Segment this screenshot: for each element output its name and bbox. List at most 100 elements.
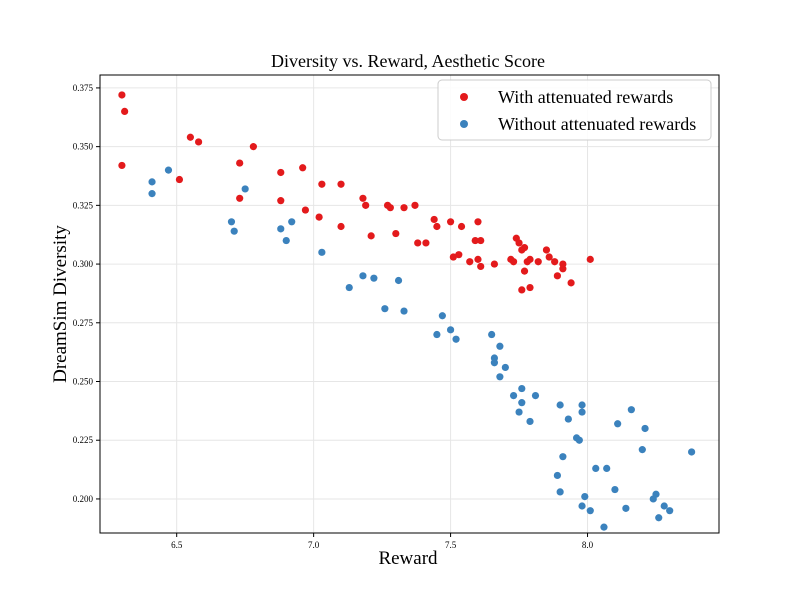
- data-point: [515, 239, 523, 247]
- data-point: [556, 488, 564, 496]
- data-point: [578, 408, 586, 416]
- data-point: [477, 236, 485, 245]
- data-point: [575, 436, 583, 444]
- data-point: [446, 326, 455, 334]
- y-tick-label: 0.200: [73, 494, 94, 504]
- data-point: [449, 253, 457, 261]
- data-point: [118, 91, 126, 99]
- data-point: [370, 274, 378, 282]
- x-tick-label: 8.0: [582, 540, 594, 550]
- data-point: [531, 392, 540, 400]
- data-point: [614, 420, 622, 428]
- data-point: [526, 255, 534, 263]
- data-point: [236, 194, 244, 202]
- data-point: [337, 222, 345, 231]
- data-point: [660, 502, 668, 510]
- data-point: [490, 260, 499, 268]
- data-point: [414, 239, 422, 247]
- data-point: [277, 168, 285, 177]
- data-point: [345, 283, 353, 292]
- data-point: [337, 180, 345, 188]
- data-point: [446, 218, 455, 226]
- data-point: [490, 354, 499, 362]
- data-point: [359, 272, 367, 280]
- legend-marker-with-attenuated: [460, 93, 468, 101]
- data-point: [386, 204, 394, 212]
- data-point: [318, 248, 326, 256]
- data-point: [400, 307, 408, 315]
- data-point: [148, 190, 156, 198]
- data-point: [559, 453, 567, 461]
- data-point: [433, 222, 441, 231]
- data-point: [641, 424, 649, 433]
- data-point: [471, 236, 479, 245]
- data-point: [564, 415, 572, 423]
- data-point: [433, 330, 441, 339]
- data-point: [422, 239, 430, 247]
- data-point: [236, 159, 244, 167]
- data-point: [227, 218, 236, 226]
- data-point: [688, 448, 696, 456]
- data-point: [553, 272, 562, 280]
- data-point: [362, 201, 370, 209]
- data-point: [455, 251, 463, 259]
- data-point: [288, 218, 296, 226]
- data-point: [518, 399, 526, 407]
- x-axis: 6.5 7.0 7.5 8.0: [171, 533, 594, 550]
- data-point: [655, 514, 663, 522]
- data-point: [545, 253, 553, 261]
- y-axis-label: DreamSim Diversity: [50, 225, 71, 383]
- data-point: [186, 133, 194, 141]
- data-point: [430, 215, 438, 224]
- data-point: [578, 502, 586, 510]
- data-point: [520, 244, 529, 252]
- y-axis: 0.200 0.225 0.250 0.275 0.300 0.325 0.350 0.375: [73, 83, 100, 504]
- grid: [100, 75, 719, 533]
- plot-frame: [99, 74, 720, 534]
- data-point: [121, 107, 129, 116]
- y-tick-label: 0.375: [73, 83, 94, 93]
- x-axis-label: Reward: [378, 548, 438, 569]
- data-point: [526, 283, 534, 292]
- legend-box: [437, 79, 712, 141]
- data-point: [164, 166, 173, 174]
- data-point: [509, 258, 518, 266]
- data-point: [600, 523, 608, 531]
- data-point: [359, 194, 367, 202]
- data-point: [457, 222, 466, 231]
- data-point: [249, 143, 257, 151]
- y-tick-label: 0.225: [73, 435, 94, 445]
- data-point: [603, 464, 611, 473]
- data-point: [592, 464, 600, 473]
- data-point: [474, 218, 482, 226]
- data-point: [315, 213, 323, 221]
- data-point: [559, 265, 567, 273]
- data-point: [518, 286, 526, 294]
- data-point: [394, 276, 403, 285]
- data-point: [477, 262, 485, 271]
- series-without-attenuated: [148, 166, 696, 531]
- y-tick-label: 0.325: [73, 200, 94, 210]
- chart-title: Diversity vs. Reward, Aesthetic Score: [271, 51, 545, 71]
- data-point: [520, 267, 529, 275]
- data-point: [586, 255, 594, 263]
- data-point: [277, 225, 285, 233]
- data-point: [392, 229, 400, 238]
- data-point: [496, 342, 504, 350]
- data-point: [551, 258, 559, 266]
- data-point: [581, 492, 589, 501]
- data-point: [452, 335, 460, 343]
- data-point: [148, 178, 156, 186]
- legend-label-without-attenuated: Without attenuated rewards: [498, 114, 696, 134]
- data-point: [195, 138, 203, 146]
- data-point: [438, 312, 446, 320]
- data-point: [553, 471, 562, 480]
- data-point: [282, 236, 290, 245]
- y-tick-label: 0.300: [73, 259, 94, 269]
- data-point: [526, 417, 534, 426]
- data-point: [518, 384, 526, 393]
- data-point: [230, 227, 238, 235]
- y-tick-label: 0.350: [73, 142, 94, 152]
- data-point: [118, 161, 126, 170]
